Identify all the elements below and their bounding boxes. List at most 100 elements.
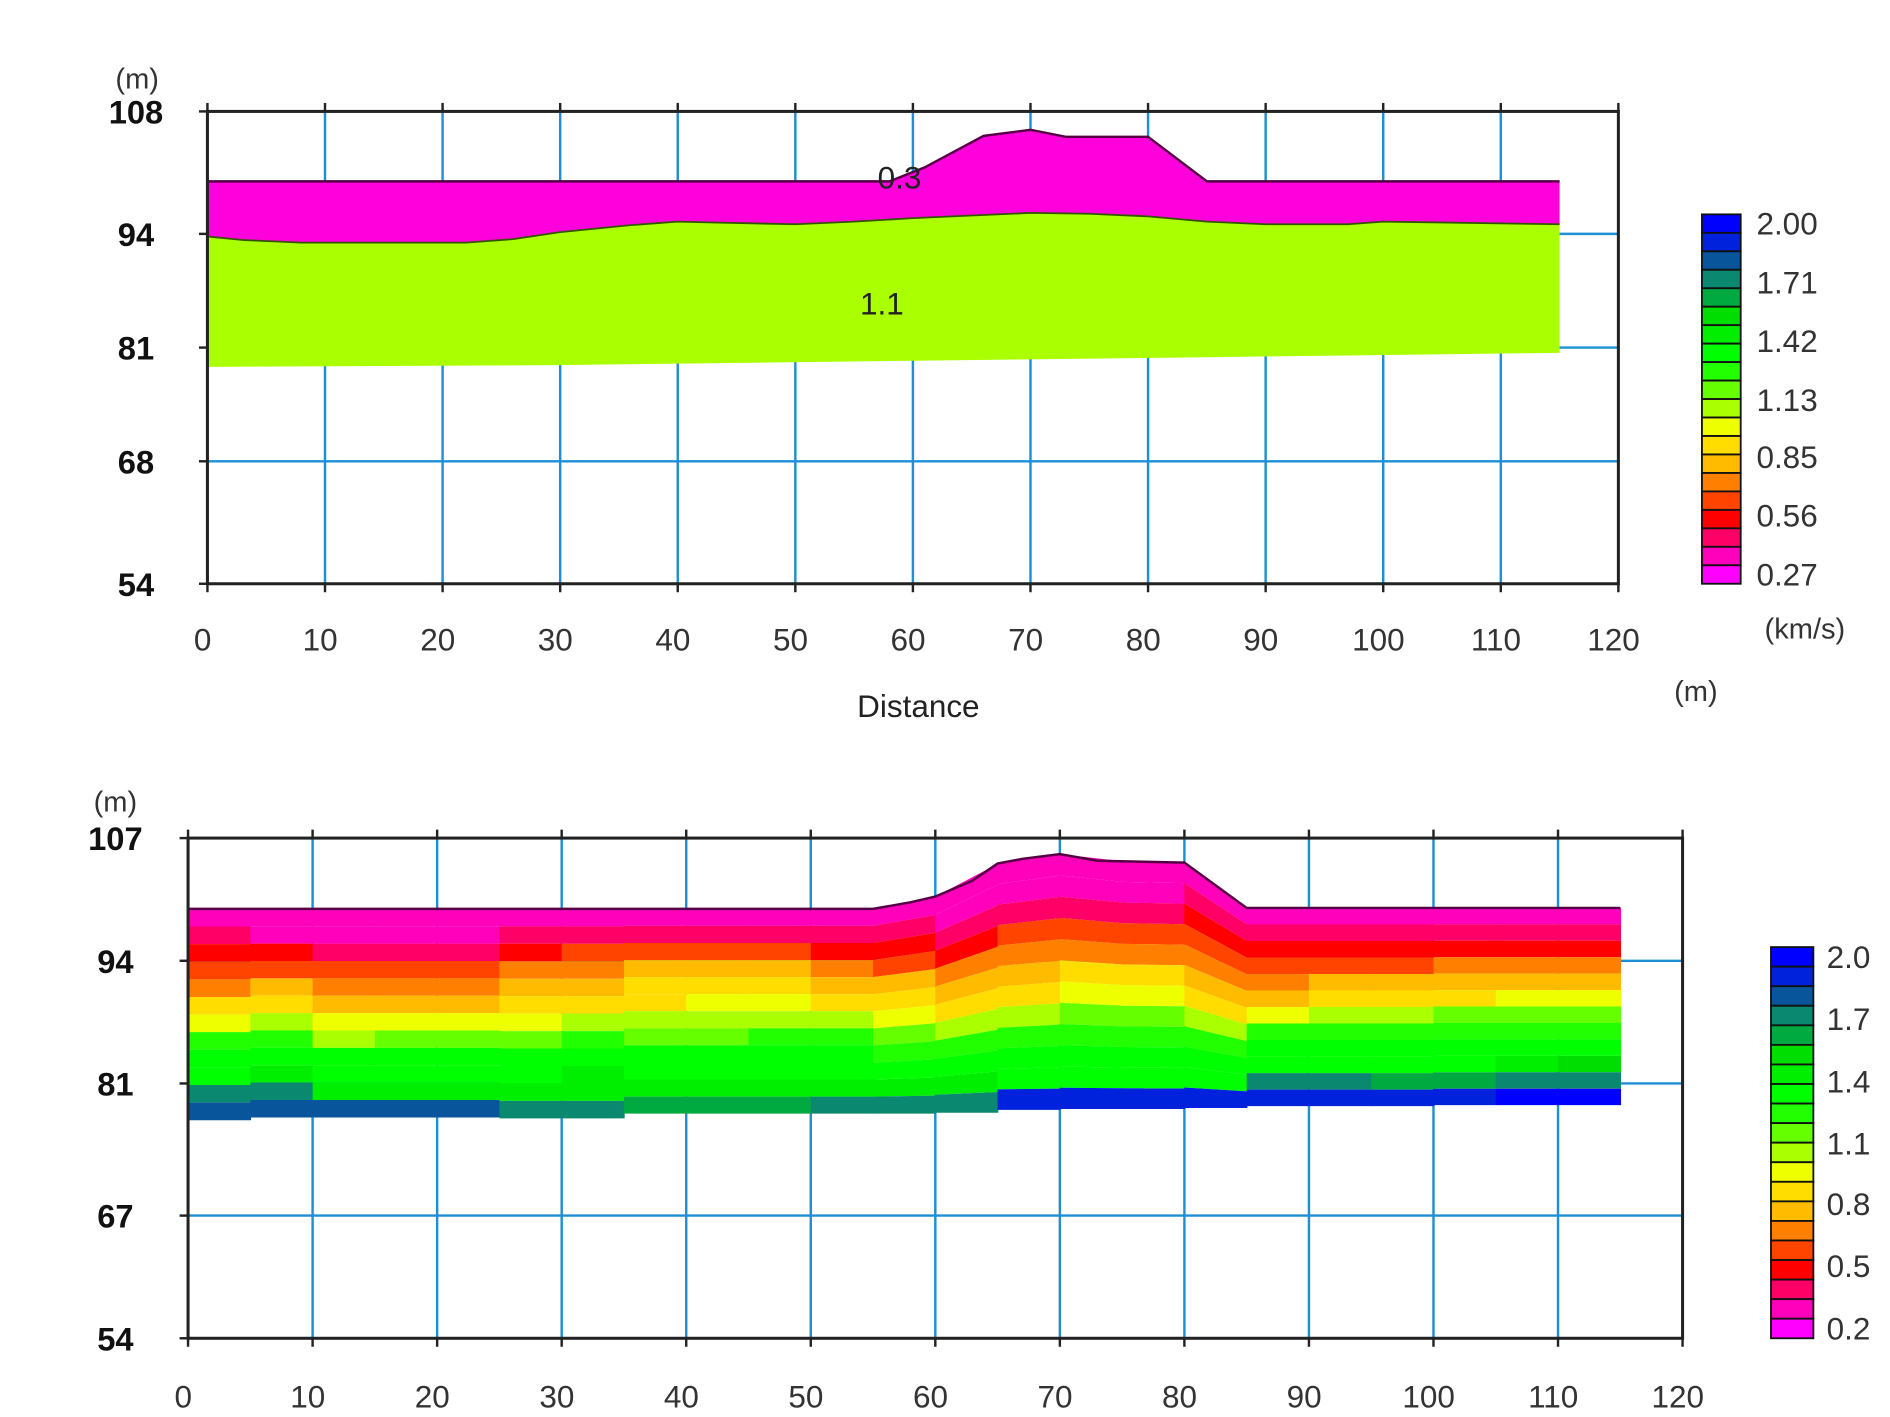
velocity-cell (250, 926, 314, 944)
surface-line (207, 128, 1560, 183)
x-tick-label: 40 (655, 622, 690, 657)
velocity-cell (686, 960, 750, 978)
velocity-cell (1184, 964, 1248, 1008)
velocity-cell (312, 1100, 376, 1118)
x-tick-label: 110 (1471, 622, 1521, 657)
y-axis-unit: (m) (115, 63, 159, 95)
velocity-cell (935, 905, 999, 951)
velocity-cell (997, 896, 1061, 926)
colorbar-cell (1770, 1239, 1815, 1261)
velocity-cell (1308, 940, 1372, 958)
velocity-cell (374, 995, 438, 1014)
x-tick-label: 20 (420, 622, 455, 657)
velocity-cell (1495, 990, 1559, 1007)
velocity-cell (437, 1100, 501, 1118)
velocity-cell (1371, 1040, 1435, 1057)
velocity-cell (437, 926, 501, 944)
velocity-cell (686, 925, 750, 944)
x-tick-label: 100 (1352, 622, 1405, 657)
velocity-cell (1184, 1046, 1248, 1075)
x-tick-label: 70 (1038, 1379, 1073, 1414)
colorbar-cell (1701, 305, 1742, 327)
velocity-cell (1246, 907, 1310, 925)
velocity-cell (1308, 957, 1372, 974)
velocity-cell (1558, 1088, 1622, 1106)
colorbar-cell (1701, 472, 1742, 493)
velocity-cell (1184, 1087, 1248, 1109)
velocity-cell (250, 943, 314, 962)
velocity-cell (1059, 939, 1123, 965)
velocity-cell (1558, 957, 1622, 974)
velocity-cell (312, 978, 376, 996)
velocity-cell (1433, 1088, 1497, 1106)
x-tick-label: 0 (174, 1379, 192, 1414)
velocity-cell (623, 1096, 687, 1114)
velocity-cell (1558, 990, 1622, 1007)
velocity-cell (1122, 964, 1186, 986)
velocity-cell (623, 1045, 687, 1063)
velocity-cell (1371, 973, 1435, 991)
velocity-cell (997, 939, 1061, 967)
velocity-cell (561, 1048, 625, 1067)
velocity-cell (374, 1030, 438, 1048)
colorbar-cell (1770, 1024, 1815, 1046)
velocity-cell (561, 961, 625, 979)
velocity-cell (623, 994, 687, 1012)
velocity-cell (810, 908, 874, 926)
velocity-cell (1059, 1002, 1123, 1027)
y-tick-label: 107 (88, 820, 143, 857)
velocity-cell (312, 1013, 376, 1031)
velocity-cell (1433, 1072, 1497, 1089)
velocity-cell (250, 908, 314, 927)
colorbar-label: 0.27 (1756, 557, 1817, 592)
velocity-cell (374, 1047, 438, 1066)
colorbar-cell (1770, 1220, 1815, 1242)
x-tick-label: 50 (773, 622, 808, 657)
x-tick-label: 50 (788, 1379, 823, 1414)
velocity-cell (1433, 973, 1497, 991)
velocity-cell (561, 978, 625, 997)
velocity-cell (1122, 881, 1186, 904)
velocity-cell (1495, 1022, 1559, 1040)
x-tick-label: 30 (539, 1379, 574, 1414)
colorbar-cell (1701, 287, 1742, 308)
velocity-cell (810, 943, 874, 961)
velocity-cell (1371, 1089, 1435, 1107)
velocity-cell (188, 1067, 252, 1086)
velocity-cell (561, 943, 625, 962)
velocity-cell (188, 996, 252, 1015)
y-tick-label: 81 (118, 330, 154, 367)
velocity-cell (250, 978, 314, 996)
colorbar-cell (1701, 435, 1742, 456)
velocity-cell (499, 1031, 563, 1049)
velocity-cell (810, 1028, 874, 1046)
velocity-cell (1558, 1006, 1622, 1023)
velocity-cell (1308, 1089, 1372, 1107)
velocity-cell (1433, 1039, 1497, 1056)
velocity-cell (810, 1079, 874, 1097)
velocity-cell (561, 996, 625, 1014)
x-axis-unit: (m) (1674, 676, 1718, 708)
velocity-cell (374, 908, 438, 927)
velocity-cell (810, 960, 874, 978)
velocity-cell (935, 863, 999, 915)
velocity-cell (623, 1079, 687, 1097)
velocity-cell (374, 1065, 438, 1083)
x-tick-label: 90 (1287, 1379, 1322, 1414)
y-tick-label: 94 (118, 216, 154, 253)
colorbar-label: 1.42 (1756, 324, 1817, 359)
velocity-cell (1495, 907, 1559, 925)
velocity-cell (997, 918, 1061, 946)
colorbar-cell (1701, 398, 1742, 419)
y-tick-label: 67 (97, 1198, 133, 1235)
velocity-cell (1246, 1073, 1310, 1090)
colorbar-cell (1701, 416, 1742, 437)
colorbar-cell (1770, 1004, 1815, 1027)
velocity-cell (312, 1082, 376, 1101)
velocity-cell (561, 1066, 625, 1084)
velocity-cell (1495, 1006, 1559, 1023)
colorbar-label: 1.1 (1827, 1127, 1871, 1162)
velocity-cell (437, 978, 501, 996)
velocity-cell (561, 908, 625, 927)
velocity-cell (1495, 973, 1559, 991)
